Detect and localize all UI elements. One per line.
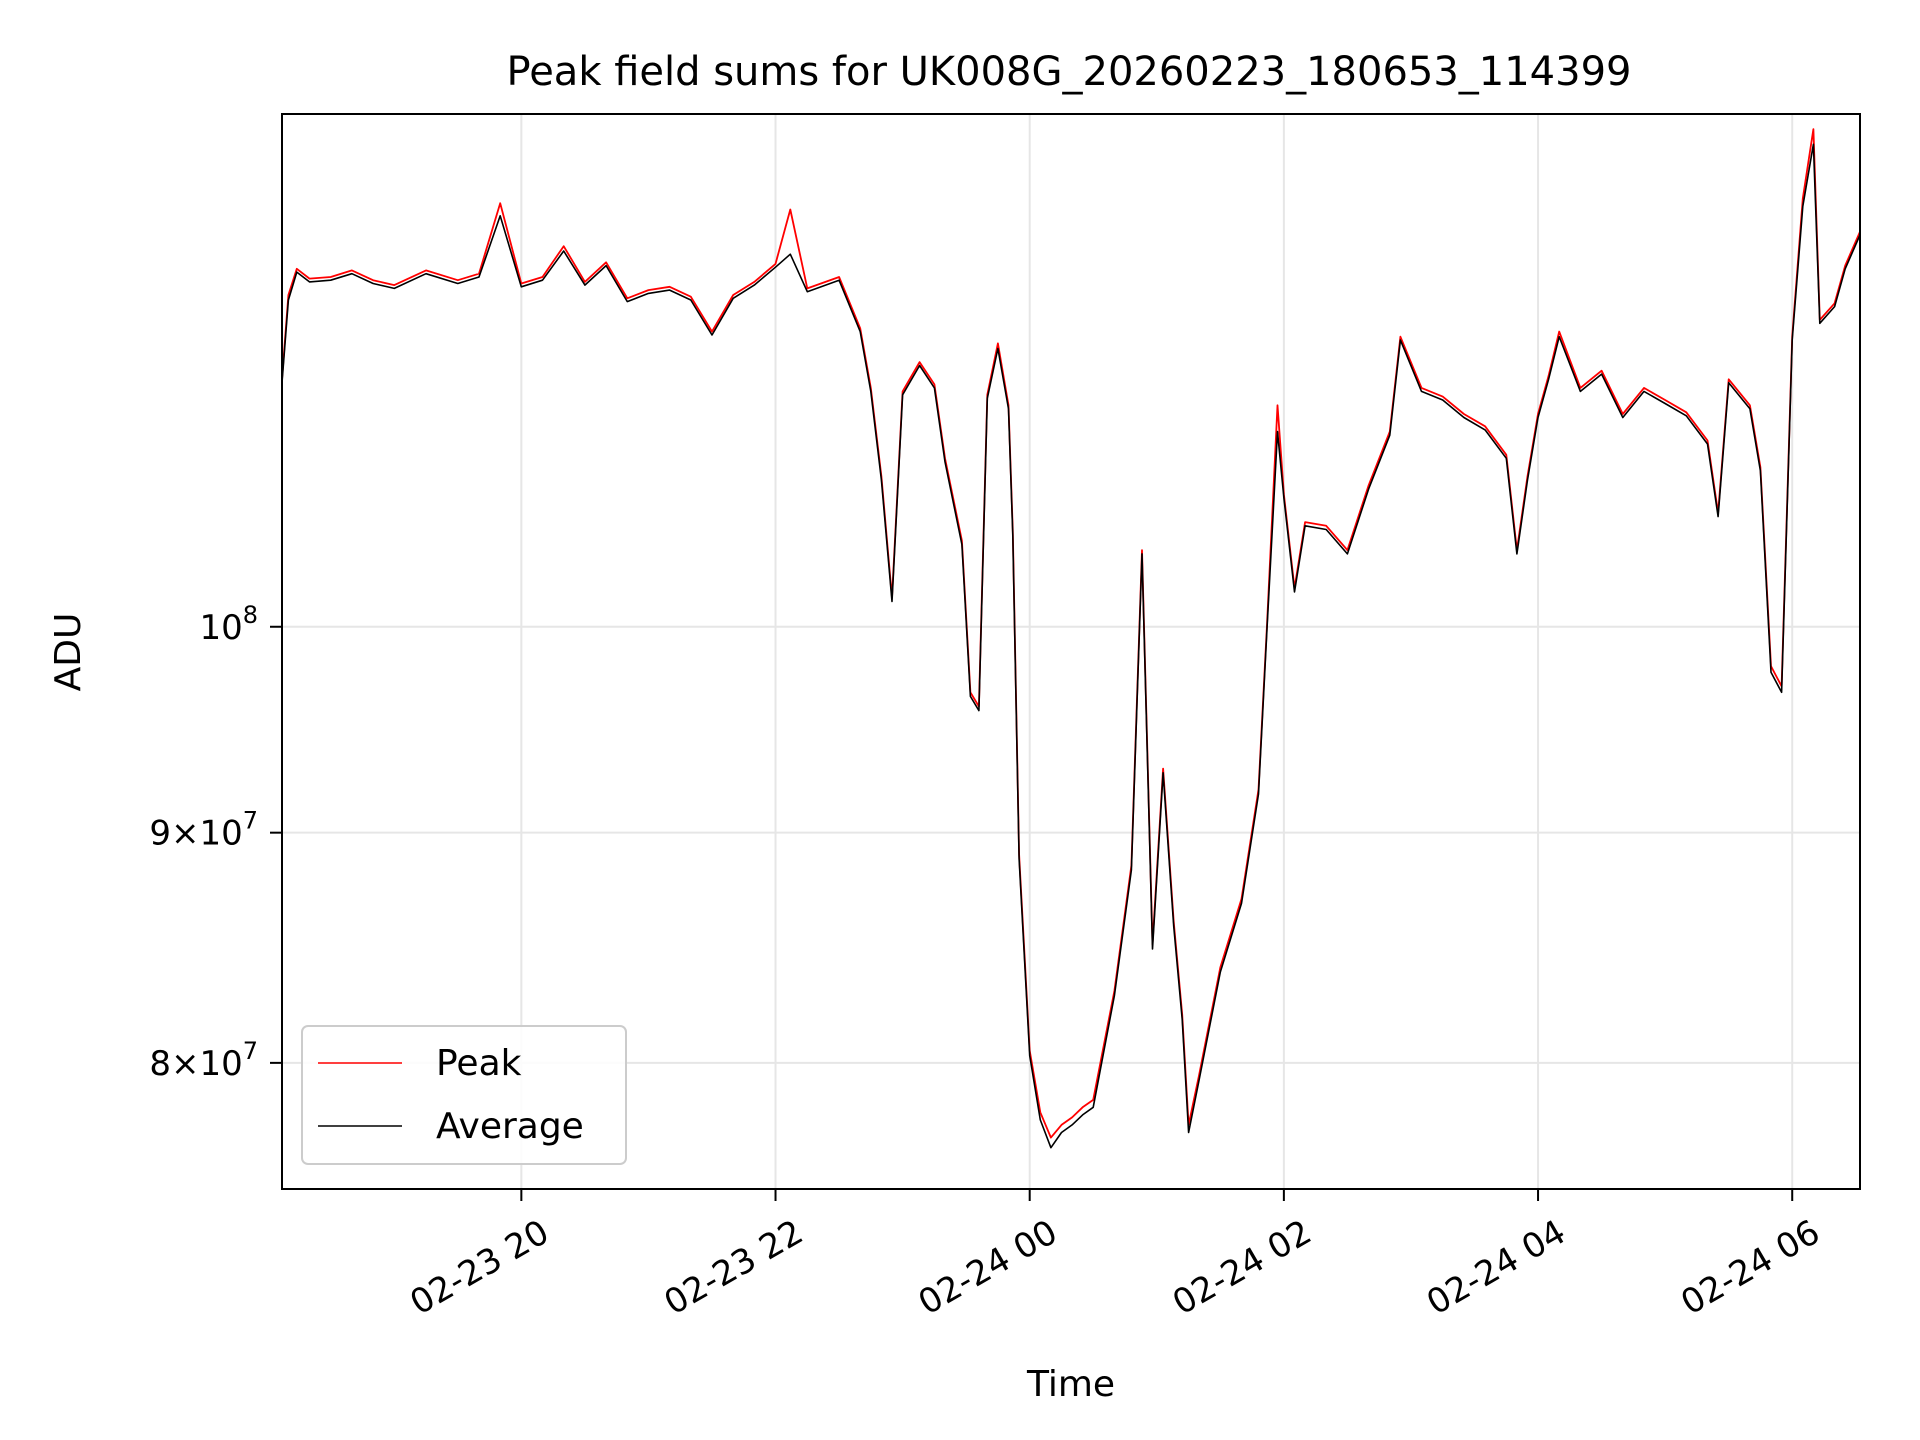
chart-title: Peak field sums for UK008G_20260223_1806… xyxy=(507,49,1632,95)
y-tick-label: 9×107 xyxy=(149,807,258,854)
series-lines xyxy=(281,128,1861,1149)
y-axis-label: ADU xyxy=(48,613,89,692)
y-tick-label: 8×107 xyxy=(149,1037,258,1084)
legend-label-average: Average xyxy=(436,1106,584,1147)
series-line-average xyxy=(281,143,1861,1149)
y-axis-ticks: 8×107 9×107 108 xyxy=(149,601,282,1084)
x-axis-label: Time xyxy=(1026,1364,1115,1405)
plot-frame xyxy=(281,113,1861,1190)
legend-label-peak: Peak xyxy=(436,1043,522,1084)
legend-box xyxy=(301,1025,627,1165)
legend: Peak Average xyxy=(301,1025,627,1165)
y-tick-label: 108 xyxy=(199,601,258,648)
